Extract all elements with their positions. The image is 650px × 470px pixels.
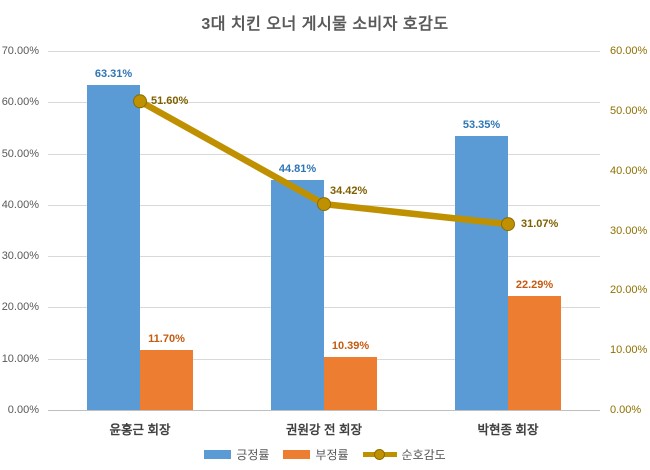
legend-swatch-negative	[283, 450, 311, 459]
y-axis-tick-right: 40.00%	[610, 164, 648, 177]
gridline	[48, 256, 600, 258]
line-value-label: 31.07%	[521, 218, 559, 231]
bar-negative	[508, 295, 561, 410]
y-axis-tick-left: 10.00%	[1, 352, 39, 365]
legend-line-marker-icon	[373, 449, 385, 460]
bar-value-label: 53.35%	[462, 119, 501, 132]
x-category-label: 권원강 전 회장	[286, 423, 362, 437]
bar-negative	[324, 356, 377, 410]
y-axis-tick-right: 30.00%	[610, 224, 648, 237]
legend-label: 긍정률	[236, 448, 270, 462]
bar-value-label: 22.29%	[515, 278, 554, 291]
legend-label: 부정률	[315, 448, 349, 462]
legend-item: 순호감도	[362, 446, 446, 463]
gridline	[48, 51, 600, 52]
y-axis-tick-left: 30.00%	[1, 250, 39, 263]
y-axis-tick-left: 20.00%	[1, 301, 39, 314]
y-axis-tick-left: 50.00%	[1, 147, 39, 160]
x-category-label: 윤홍근 회장	[109, 423, 171, 437]
legend-item: 긍정률	[204, 446, 269, 463]
bar-value-label: 11.70%	[148, 333, 185, 345]
y-axis-tick-right: 10.00%	[610, 344, 648, 357]
gridline	[48, 410, 600, 411]
x-category-label: 박현종 회장	[477, 423, 539, 437]
legend-item: 부정률	[283, 446, 349, 463]
bar-value-label: 10.39%	[331, 339, 370, 352]
y-axis-tick-right: 50.00%	[610, 104, 648, 117]
y-axis-tick-right: 20.00%	[610, 284, 648, 297]
bar-negative	[140, 350, 193, 410]
gridline	[48, 307, 600, 309]
line-value-label: 34.42%	[330, 185, 368, 198]
line-value-label: 51.60%	[151, 95, 189, 108]
y-axis-tick-left: 60.00%	[1, 96, 39, 109]
y-axis-tick-right: 0.00%	[610, 404, 642, 416]
chart-title: 3대 치킨 오너 게시물 소비자 호감도	[201, 16, 449, 33]
bar-value-label: 44.81%	[278, 163, 317, 176]
y-axis-tick-left: 70.00%	[1, 45, 39, 57]
bar-value-label: 63.31%	[94, 68, 133, 81]
bar-positive	[87, 85, 140, 410]
bar-positive	[271, 180, 324, 410]
legend-label: 순호감도	[401, 448, 446, 462]
legend: 긍정률 부정률 순호감도	[0, 446, 650, 463]
legend-swatch-line	[362, 448, 397, 461]
bar-positive	[455, 136, 508, 410]
y-axis-tick-right: 60.00%	[610, 45, 648, 57]
y-axis-tick-left: 40.00%	[1, 198, 39, 211]
legend-swatch-positive	[204, 450, 232, 459]
y-axis-tick-left: 0.00%	[7, 404, 39, 416]
